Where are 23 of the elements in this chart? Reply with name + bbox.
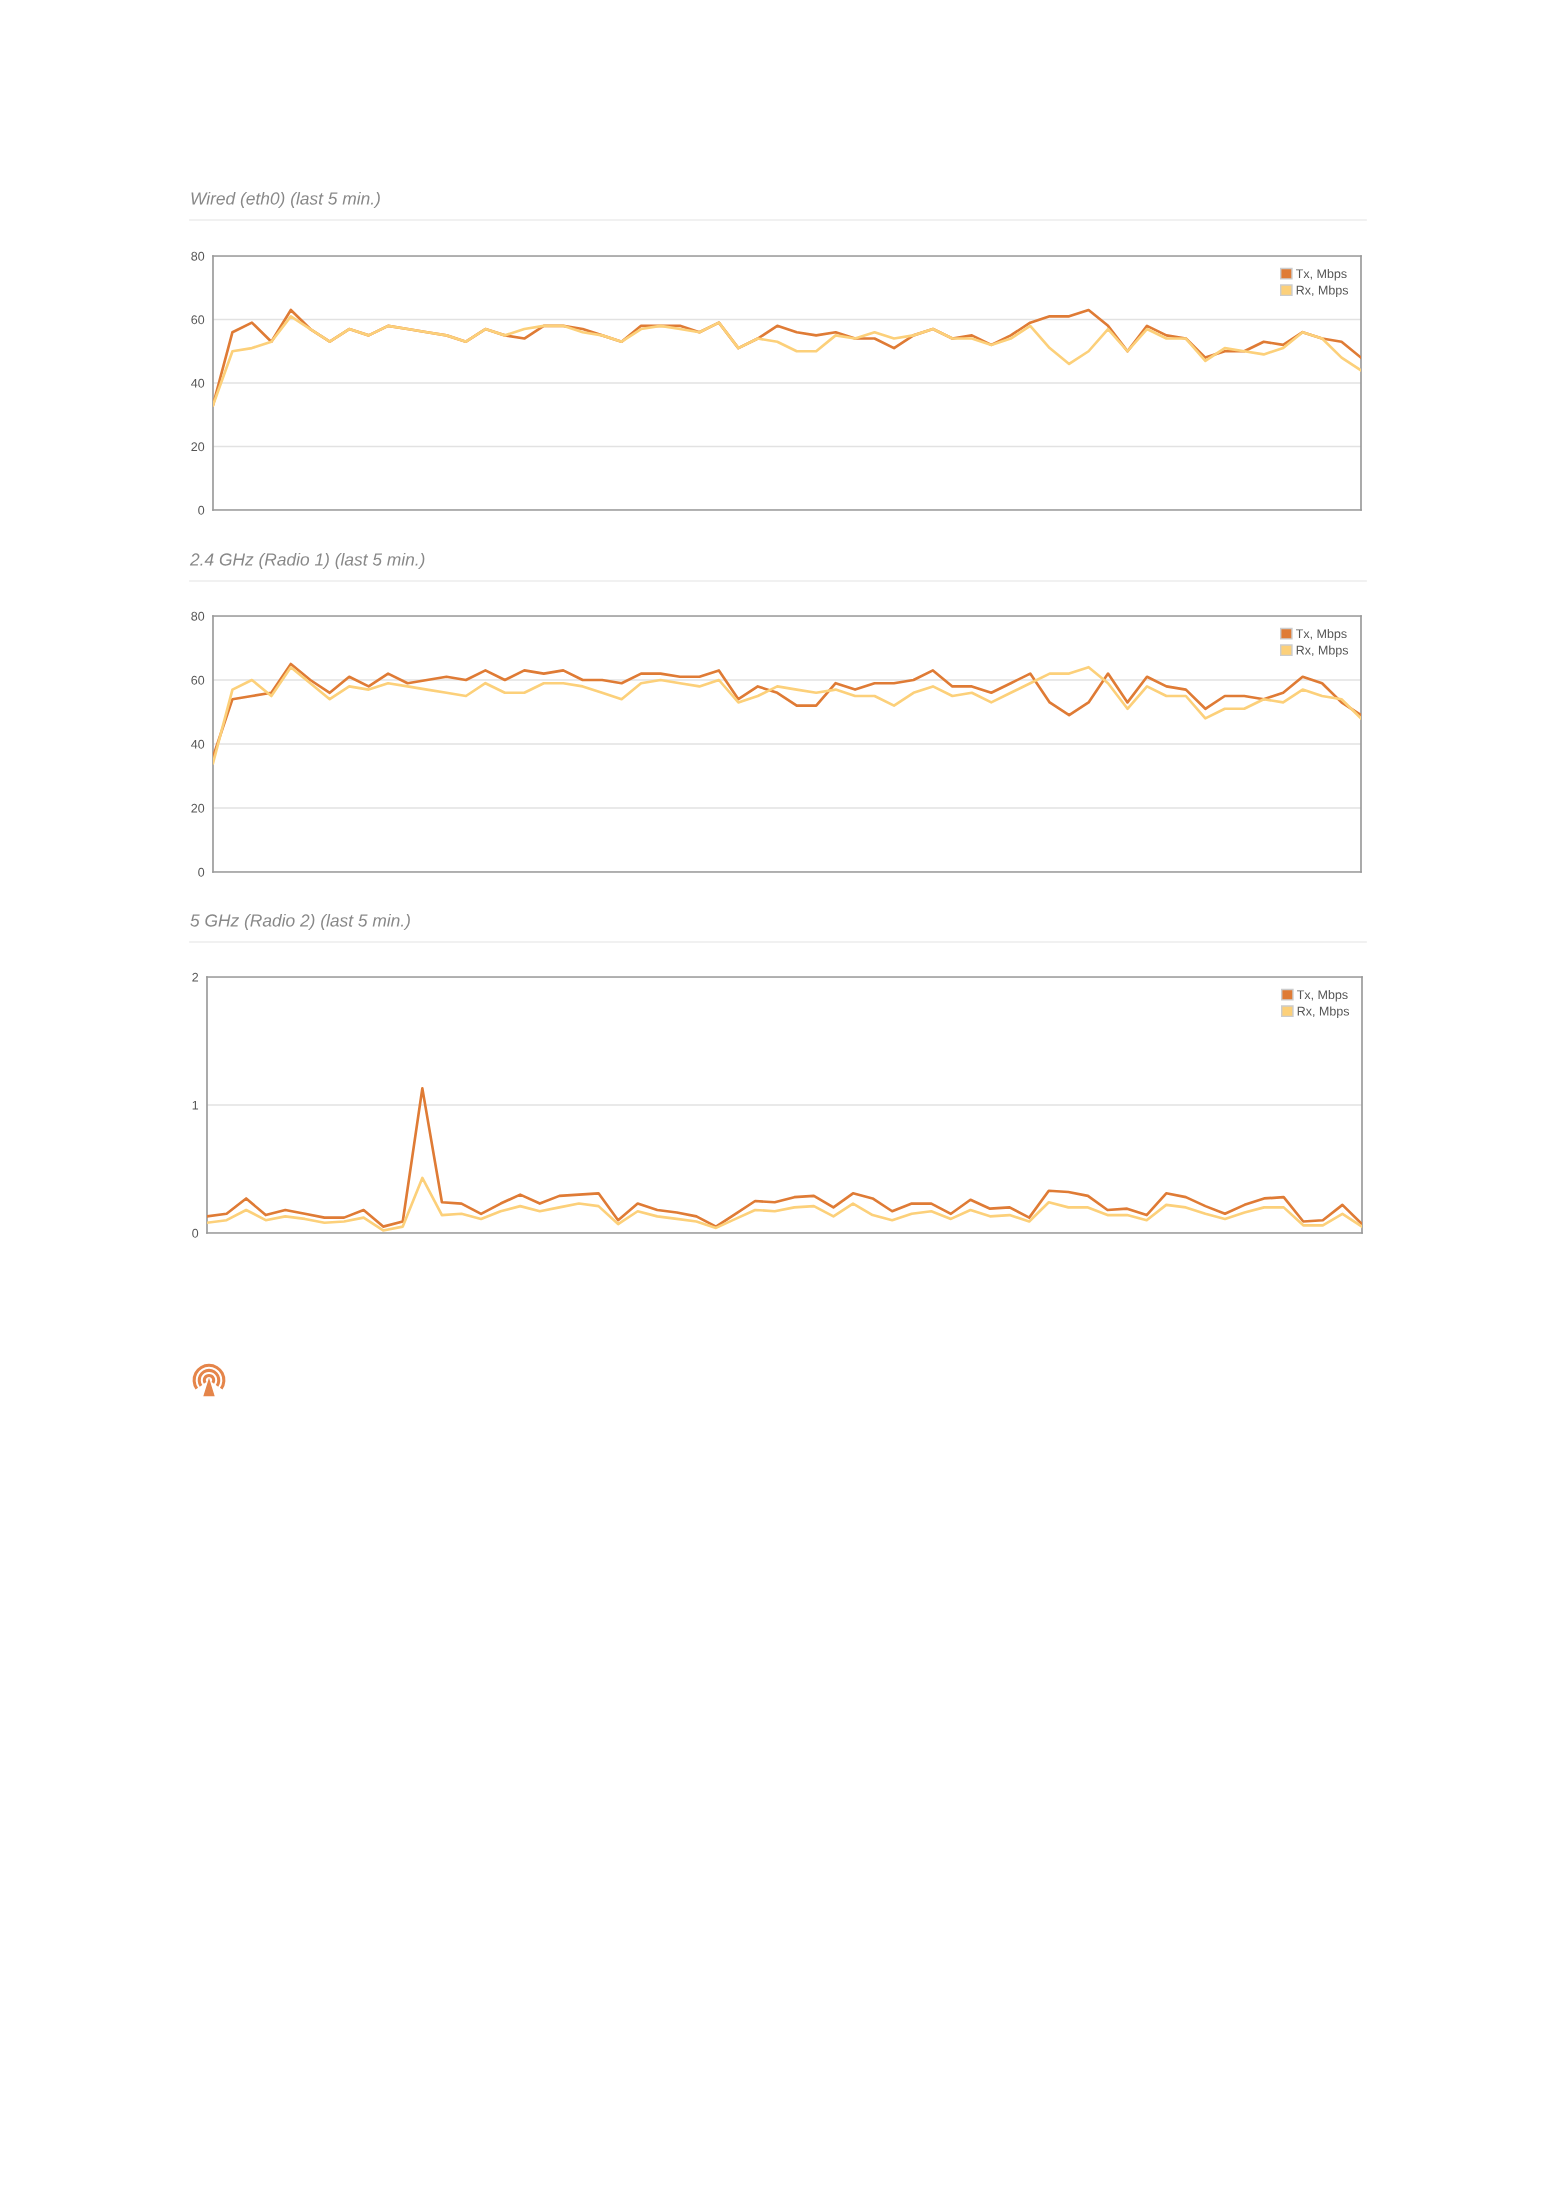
- y-tick-label: 0: [198, 505, 205, 515]
- y-tick-label: 80: [191, 251, 205, 261]
- chart-title: Wired (eth0) (last 5 min.): [191, 191, 380, 209]
- y-tick-label: 60: [191, 315, 205, 325]
- chart-title: 5 GHz (Radio 2) (last 5 min.): [190, 913, 410, 931]
- y-tick-label: 60: [191, 675, 205, 685]
- line-series: [207, 1087, 1362, 1228]
- y-tick-label: 40: [191, 739, 205, 749]
- y-tick-label: 0: [192, 1228, 199, 1238]
- legend-label: Rx, Mbps: [1296, 285, 1349, 298]
- y-tick-label: 0: [198, 867, 205, 877]
- legend-label: Tx, Mbps: [1296, 989, 1348, 1002]
- legend-label: Rx, Mbps: [1297, 1006, 1350, 1019]
- legend-label: Tx, Mbps: [1295, 628, 1347, 641]
- y-tick-label: 80: [191, 611, 205, 621]
- y-tick-label: 20: [191, 803, 205, 813]
- legend-label: Rx, Mbps: [1296, 645, 1349, 658]
- y-tick-label: 1: [192, 1100, 199, 1110]
- y-tick-label: 40: [191, 378, 205, 388]
- y-tick-label: 20: [191, 442, 205, 452]
- y-tick-label: 2: [192, 972, 199, 982]
- legend-label: Tx, Mbps: [1295, 268, 1347, 281]
- chart-title: 2.4 GHz (Radio 1) (last 5 min.): [189, 552, 425, 570]
